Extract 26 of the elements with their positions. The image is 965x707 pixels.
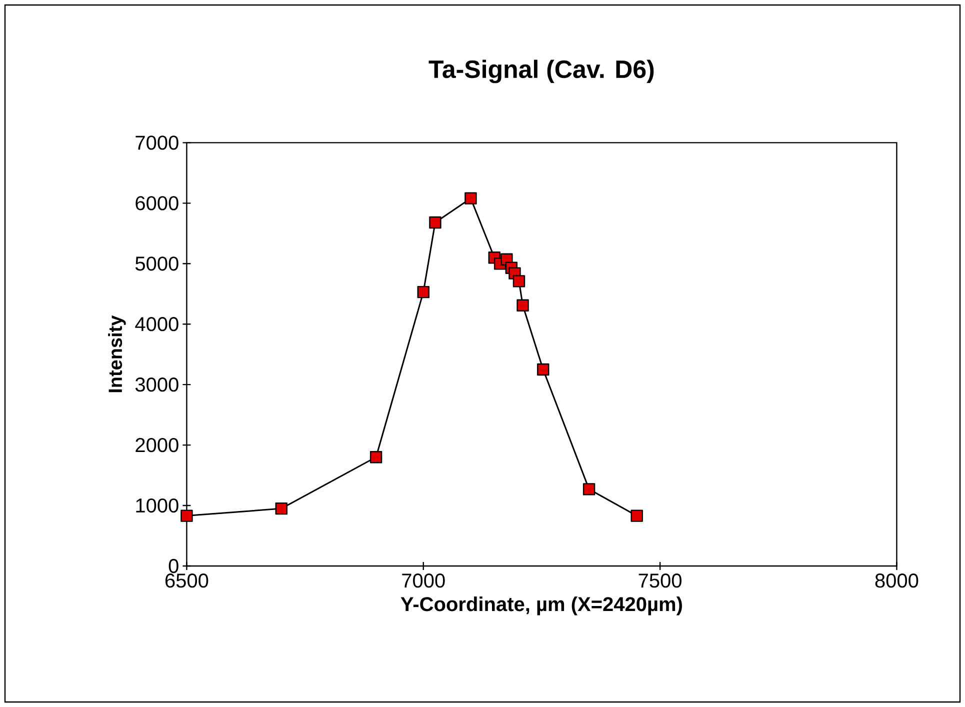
point: [429, 216, 442, 229]
x-tick-label: 8000: [875, 574, 918, 588]
point: [275, 502, 288, 515]
y-tick-label: 7000: [136, 136, 178, 150]
point: [180, 510, 193, 522]
y-tick-label: 1000: [136, 498, 178, 513]
y-tick-label: 3000: [135, 378, 178, 392]
x-tick-label: 6500: [165, 574, 208, 588]
y-tick-label: 5000: [135, 256, 178, 271]
point: [582, 483, 596, 496]
point: [537, 363, 550, 376]
y-tick-label: 0: [168, 558, 178, 574]
y-tick-label: 2000: [136, 438, 178, 452]
point: [630, 510, 643, 522]
point: [370, 451, 382, 464]
point: [512, 275, 526, 288]
x-tick-label: 7500: [638, 574, 682, 588]
chart-title: Ta-Signal (Cav. D6): [428, 60, 654, 84]
x-axis-title: Y-Coordinate, µm (X=2420µm): [400, 596, 682, 616]
y-axis-title: Intensity: [108, 315, 126, 392]
y-tick-label: 4000: [135, 317, 178, 332]
x-tick-label: 7000: [402, 574, 445, 588]
y-tick-label: 6000: [136, 196, 178, 210]
point: [417, 286, 430, 298]
point: [464, 192, 477, 204]
point: [516, 299, 529, 312]
